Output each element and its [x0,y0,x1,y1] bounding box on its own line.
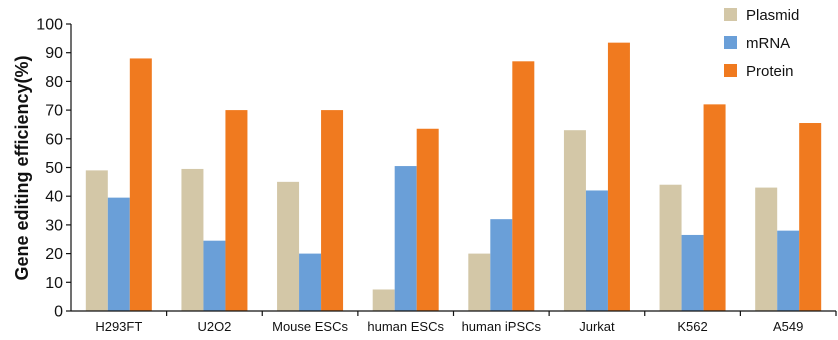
x-axis-ticks: H293FT U2O2 Mouse ESCs human ESCs human iPSC… [95,311,837,334]
legend-label-protein: Protein [746,63,794,80]
bar-plasmid-mouse-escs [277,181,300,311]
y-tick-label: 60 [45,131,63,148]
legend-swatch-plasmid [724,8,737,21]
bar-protein-human-escs [416,128,439,311]
bar-protein-jurkat [607,42,630,311]
bar-mrna-h293ft [107,197,130,311]
x-tick-label: K562 [677,319,707,334]
x-tick-label: human iPSCs [462,319,542,334]
y-tick-label: 90 [45,45,63,62]
bar-protein-u2o2 [225,110,248,311]
x-tick-label: U2O2 [197,319,231,334]
bar-plasmid-k562 [659,184,682,311]
y-tick-label: 50 [45,160,63,177]
y-tick-label: 40 [45,189,63,206]
y-tick-label: 10 [45,275,63,292]
legend-label-plasmid: Plasmid [746,7,799,24]
y-axis-ticks: 0 10 20 30 40 50 60 70 80 90 100 [36,17,71,321]
bar-mrna-u2o2 [203,240,226,311]
legend-label-mrna: mRNA [746,35,790,52]
x-tick-label: Jurkat [579,319,615,334]
bar-protein-mouse-escs [321,110,344,311]
bar-protein-h293ft [129,58,152,311]
legend-swatch-protein [724,64,737,77]
bar-mrna-k562 [681,234,704,311]
bar-mrna-jurkat [585,190,608,311]
bar-protein-a549 [799,123,822,311]
bar-plasmid-human-escs [372,289,395,311]
bar-mrna-a549 [777,230,800,311]
bar-protein-k562 [703,104,726,311]
y-tick-label: 100 [36,17,63,34]
x-tick-label: A549 [773,319,803,334]
bar-mrna-human-ipscs [490,219,513,311]
legend-swatch-mrna [724,36,737,49]
bar-plasmid-u2o2 [181,168,204,311]
y-tick-label: 20 [45,246,63,263]
legend: Plasmid mRNA Protein [724,7,799,80]
bar-plasmid-h293ft [85,170,108,311]
bar-plasmid-human-ipscs [468,253,491,311]
y-tick-label: 70 [45,103,63,120]
y-tick-label: 30 [45,217,63,234]
x-tick-label: H293FT [95,319,142,334]
y-axis-label: Gene editing efficiency(%) [12,55,32,280]
bar-protein-human-ipscs [512,61,535,312]
bars-group [85,42,822,312]
x-tick-label: human ESCs [367,319,444,334]
bar-plasmid-jurkat [563,130,586,311]
x-tick-label: Mouse ESCs [272,319,348,334]
bar-plasmid-a549 [755,187,778,311]
y-tick-label: 80 [45,74,63,91]
bar-mrna-human-escs [394,166,417,311]
bar-mrna-mouse-escs [299,253,322,311]
y-tick-label: 0 [54,304,63,321]
